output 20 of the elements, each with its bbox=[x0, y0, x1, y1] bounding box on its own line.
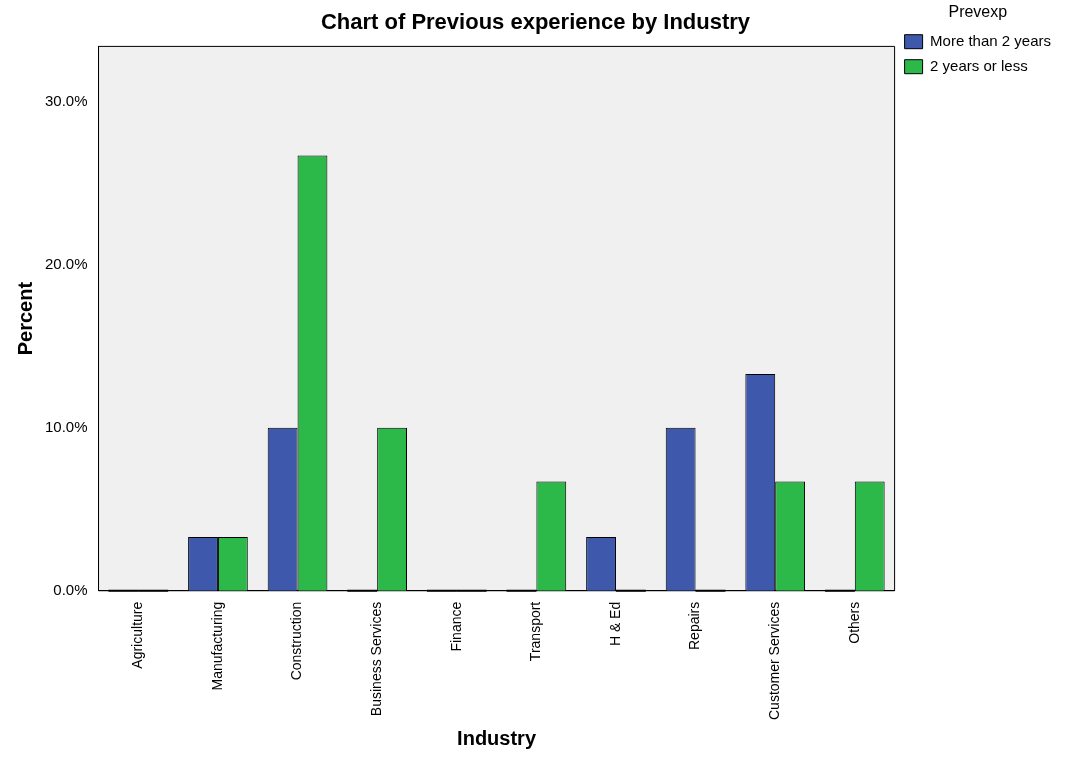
x-tick-label: Others bbox=[845, 601, 862, 644]
legend-label: 2 years or less bbox=[930, 56, 1028, 74]
x-tick-label: Repairs bbox=[686, 601, 703, 650]
x-tick-label: Transport bbox=[527, 601, 544, 662]
x-tick-label: Business Services bbox=[368, 601, 385, 717]
x-tick-label: Construction bbox=[288, 601, 305, 681]
y-tick-label: 10.0% bbox=[44, 417, 88, 435]
x-tick-label: H & Ed bbox=[606, 601, 623, 647]
x-tick-label: Finance bbox=[447, 601, 464, 652]
x-axis-title: Industry bbox=[457, 726, 537, 749]
chart-title: Chart of Previous experience by Industry bbox=[320, 9, 751, 35]
legend-label: More than 2 years bbox=[930, 31, 1052, 49]
y-tick-label: 0.0% bbox=[53, 580, 88, 598]
y-axis-title: Percent bbox=[13, 281, 36, 356]
x-tick-label: Agriculture bbox=[129, 601, 146, 669]
y-tick-label: 20.0% bbox=[44, 254, 88, 272]
y-tick-label: 30.0% bbox=[44, 91, 88, 109]
x-tick-label: Customer Services bbox=[766, 601, 783, 721]
legend-title: Prevexp bbox=[948, 3, 1008, 21]
x-tick-label: Manufacturing bbox=[208, 601, 225, 691]
